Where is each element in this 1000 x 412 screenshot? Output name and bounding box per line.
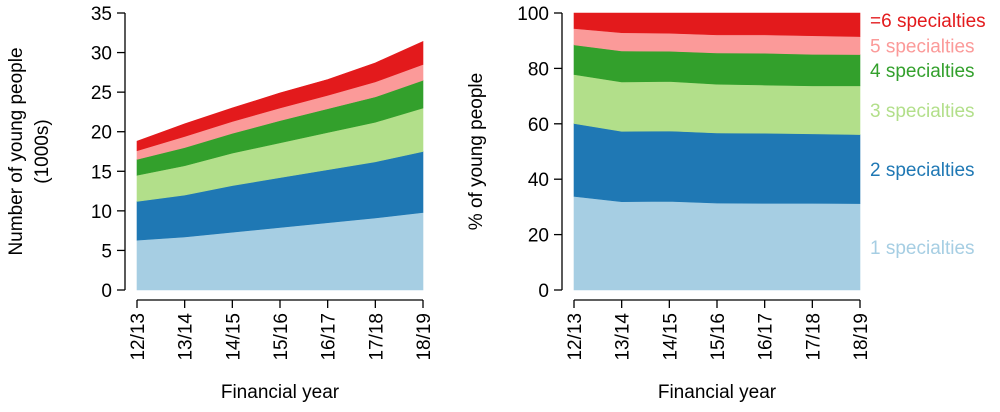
y-axis-title: % of young people <box>466 73 487 230</box>
y-tick-label: 15 <box>91 162 112 183</box>
legend-label-s6: =6 specialties <box>870 11 986 32</box>
right-panel-percent-chart: 0 20 40 60 80 100 12/13 13/14 14/15 15/16 16/17 17/… <box>466 4 986 403</box>
legend-label-s3: 3 specialties <box>870 101 975 122</box>
left-panel-count-chart: 0 5 10 15 20 25 30 35 12/13 13/14 14/15 15/16 16/17 1… <box>6 4 435 403</box>
x-tick-label: 17/18 <box>803 313 824 361</box>
x-axis-title: Financial year <box>221 382 340 403</box>
legend-label-s1: 1 specialties <box>870 238 975 259</box>
x-tick-label: 15/16 <box>708 313 729 361</box>
y-tick-label: 0 <box>538 281 549 302</box>
y-tick-label: 20 <box>91 123 112 144</box>
x-tick-label: 18/19 <box>414 313 435 361</box>
legend-label-s4: 4 specialties <box>870 61 975 82</box>
x-tick-label: 18/19 <box>851 313 872 361</box>
y-tick-label: 20 <box>528 226 549 247</box>
area-band-s1 <box>573 196 861 291</box>
y-tick-label: 80 <box>528 59 549 80</box>
area-band-s6 <box>136 41 424 152</box>
y-tick-label: 60 <box>528 115 549 136</box>
legend-label-s2: 2 specialties <box>870 160 975 181</box>
area-band-s2 <box>573 123 861 204</box>
x-tick-label: 15/16 <box>271 313 292 361</box>
x-tick-label: 14/15 <box>660 313 681 361</box>
x-tick-label: 13/14 <box>176 313 197 361</box>
y-tick-label: 100 <box>517 4 549 25</box>
y-tick-label: 25 <box>91 83 112 104</box>
x-tick-label: 13/14 <box>613 313 634 361</box>
y-axis-title: Number of young people <box>6 47 27 255</box>
y-tick-label: 30 <box>91 44 112 65</box>
y-tick-label: 35 <box>91 4 112 25</box>
y-tick-label: 5 <box>101 241 112 262</box>
y-tick-label: 0 <box>101 281 112 302</box>
x-axis-title: Financial year <box>658 382 777 403</box>
x-tick-label: 12/13 <box>565 313 586 361</box>
x-tick-label: 12/13 <box>128 313 149 361</box>
y-tick-label: 40 <box>528 170 549 191</box>
x-tick-label: 14/15 <box>223 313 244 361</box>
legend-label-s5: 5 specialties <box>870 37 975 58</box>
y-tick-label: 10 <box>91 202 112 223</box>
x-tick-label: 16/17 <box>319 313 340 361</box>
x-tick-label: 17/18 <box>366 313 387 361</box>
x-tick-label: 16/17 <box>756 313 777 361</box>
y-axis-title: (1000s) <box>32 119 53 183</box>
area-band-s6 <box>573 12 861 37</box>
